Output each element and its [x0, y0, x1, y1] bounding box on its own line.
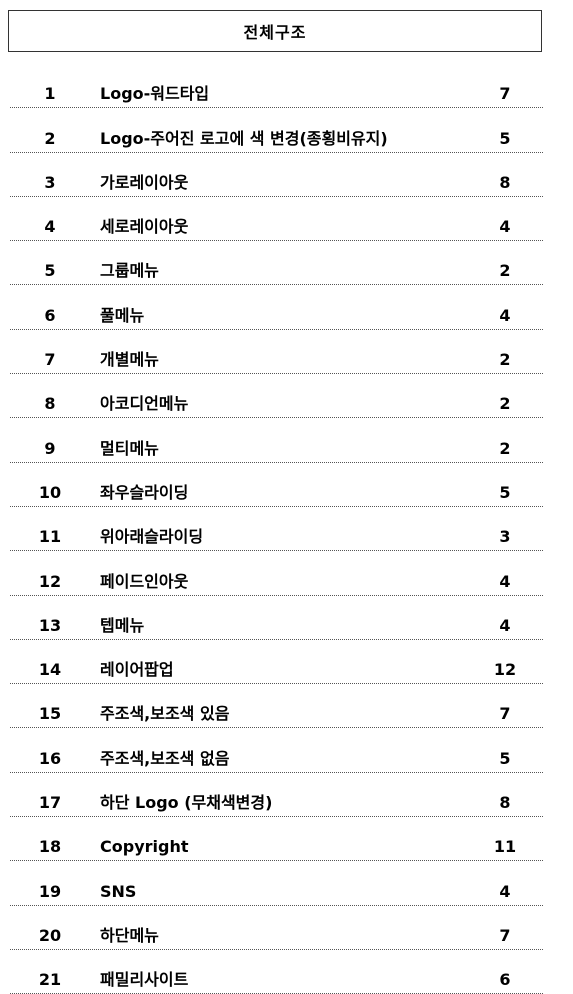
toc-row: 12 페이드인아웃 4 — [10, 551, 543, 596]
toc-row: 21 패밀리사이트 6 — [10, 950, 543, 994]
toc-number: 6 — [44, 305, 56, 325]
toc-number: 20 — [38, 925, 62, 945]
toc-number: 9 — [44, 438, 56, 458]
toc-count: 5 — [499, 128, 511, 148]
toc-label: 레이어팝업 — [100, 660, 174, 680]
toc-count: 7 — [499, 84, 511, 104]
toc-number: 5 — [44, 261, 56, 281]
toc-label: 가로레이아웃 — [100, 172, 189, 192]
toc-label: 개별메뉴 — [100, 350, 159, 370]
toc-number: 16 — [38, 748, 62, 768]
toc-label: Logo-워드타입 — [100, 84, 210, 104]
toc-number: 10 — [38, 482, 62, 502]
toc-number: 19 — [38, 881, 62, 901]
toc-label: 패밀리사이트 — [100, 970, 189, 990]
toc-number: 18 — [38, 837, 62, 857]
toc-label: 세로레이아웃 — [100, 217, 189, 237]
toc-row: 20 하단메뉴 7 — [10, 906, 543, 950]
page-title: 전체구조 — [8, 10, 542, 52]
toc-row: 3 가로레이아웃 8 — [10, 153, 543, 197]
toc-label: 풀메뉴 — [100, 305, 145, 325]
toc-number: 15 — [38, 704, 62, 724]
toc-count: 7 — [499, 704, 511, 724]
toc-count: 7 — [499, 925, 511, 945]
toc-row: 17 하단 Logo (무채색변경) 8 — [10, 773, 543, 818]
toc-number: 17 — [38, 793, 62, 813]
toc-count: 4 — [499, 305, 511, 325]
toc-row: 4 세로레이아웃 4 — [10, 197, 543, 242]
toc-row: 19 SNS 4 — [10, 861, 543, 906]
toc-label: 페이드인아웃 — [100, 571, 189, 591]
toc-label: Copyright — [100, 837, 189, 857]
toc-label: 하단 Logo (무채색변경) — [100, 793, 273, 813]
toc-count: 5 — [499, 482, 511, 502]
toc-number: 8 — [44, 394, 56, 414]
toc-row: 9 멀티메뉴 2 — [10, 418, 543, 463]
toc-label: 주조색,보조색 있음 — [100, 704, 230, 724]
toc-row: 2 Logo-주어진 로고에 색 변경(종횡비유지) 5 — [10, 108, 543, 153]
toc-row: 11 위아래슬라이딩 3 — [10, 507, 543, 552]
toc-row: 5 그룹메뉴 2 — [10, 241, 543, 286]
toc-count: 6 — [499, 970, 511, 990]
toc-list: 1 Logo-워드타입 7 2 Logo-주어진 로고에 색 변경(종횡비유지)… — [10, 64, 543, 994]
toc-count: 2 — [499, 261, 511, 281]
toc-count: 2 — [499, 438, 511, 458]
toc-row: 14 레이어팝업 12 — [10, 640, 543, 685]
toc-label: 아코디언메뉴 — [100, 394, 189, 414]
toc-number: 14 — [38, 660, 62, 680]
toc-label: Logo-주어진 로고에 색 변경(종횡비유지) — [100, 128, 388, 148]
toc-number: 13 — [38, 615, 62, 635]
toc-row: 6 풀메뉴 4 — [10, 285, 543, 330]
toc-number: 11 — [38, 527, 62, 547]
toc-label: 주조색,보조색 없음 — [100, 748, 230, 768]
toc-count: 12 — [493, 660, 517, 680]
toc-label: 그룹메뉴 — [100, 261, 159, 281]
toc-count: 4 — [499, 881, 511, 901]
toc-number: 3 — [44, 172, 56, 192]
toc-number: 4 — [44, 217, 56, 237]
toc-count: 4 — [499, 217, 511, 237]
toc-row: 7 개별메뉴 2 — [10, 330, 543, 375]
toc-row: 16 주조색,보조색 없음 5 — [10, 728, 543, 773]
toc-count: 3 — [499, 527, 511, 547]
toc-row: 13 텝메뉴 4 — [10, 596, 543, 640]
toc-number: 12 — [38, 571, 62, 591]
toc-count: 4 — [499, 571, 511, 591]
toc-count: 4 — [499, 615, 511, 635]
toc-label: 텝메뉴 — [100, 615, 145, 635]
toc-label: 하단메뉴 — [100, 925, 159, 945]
toc-label: 위아래슬라이딩 — [100, 527, 204, 547]
toc-count: 2 — [499, 350, 511, 370]
toc-label: 좌우슬라이딩 — [100, 482, 189, 502]
toc-number: 7 — [44, 350, 56, 370]
toc-row: 18 Copyright 11 — [10, 817, 543, 862]
toc-row: 8 아코디언메뉴 2 — [10, 374, 543, 419]
toc-count: 2 — [499, 394, 511, 414]
toc-number: 21 — [38, 970, 62, 990]
toc-row: 1 Logo-워드타입 7 — [10, 64, 543, 109]
toc-count: 5 — [499, 748, 511, 768]
toc-row: 15 주조색,보조색 있음 7 — [10, 684, 543, 729]
toc-count: 8 — [499, 793, 511, 813]
toc-number: 1 — [44, 84, 56, 104]
toc-label: SNS — [100, 881, 137, 901]
toc-row: 10 좌우슬라이딩 5 — [10, 463, 543, 507]
toc-count: 8 — [499, 172, 511, 192]
toc-number: 2 — [44, 128, 56, 148]
toc-count: 11 — [493, 837, 517, 857]
toc-label: 멀티메뉴 — [100, 438, 159, 458]
